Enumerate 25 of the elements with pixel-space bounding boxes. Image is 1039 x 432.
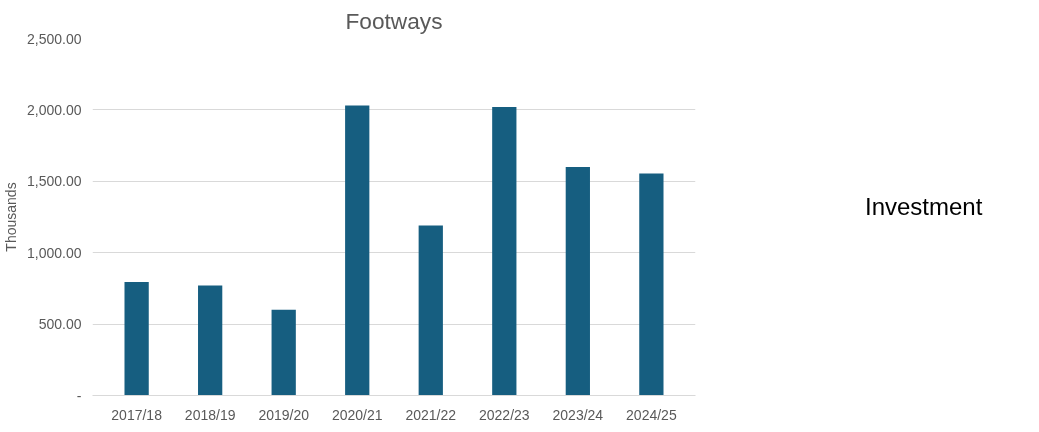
y-tick-label: 500.00 xyxy=(38,316,82,333)
x-tick-label: 2023/24 xyxy=(552,406,604,423)
x-tick-label: 2017/18 xyxy=(111,406,163,423)
x-tick-label: 2020/21 xyxy=(331,406,383,423)
text: Investment xyxy=(865,192,983,222)
bar xyxy=(345,105,370,396)
x-tick-label: 2019/20 xyxy=(258,406,310,423)
y-tick-label: 2,000.00 xyxy=(27,101,82,118)
x-tick-label: 2024/25 xyxy=(626,406,677,423)
bar xyxy=(565,167,590,396)
bar xyxy=(124,281,149,396)
y-tick-label: 1,500.00 xyxy=(27,173,82,190)
chart-title: Footways xyxy=(345,7,443,34)
y-axis-title: Thousands xyxy=(3,182,19,252)
x-tick-label: 2022/23 xyxy=(479,406,530,423)
bar xyxy=(639,173,664,396)
bar xyxy=(271,309,296,396)
y-tick-label: - xyxy=(76,387,82,404)
y-tick-label: 2,500.00 xyxy=(27,30,82,47)
x-tick-label: 2021/22 xyxy=(405,406,457,423)
bar xyxy=(198,285,223,396)
x-tick-label: 2018/19 xyxy=(184,406,236,423)
bar xyxy=(418,225,443,396)
y-tick-label: 1,000.00 xyxy=(27,244,82,261)
bar xyxy=(492,107,517,396)
